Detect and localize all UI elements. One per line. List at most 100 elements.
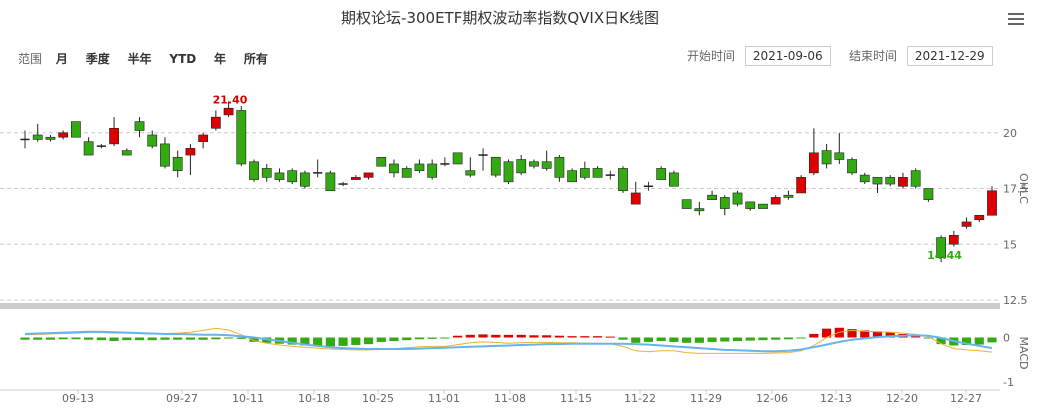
candle-body (389, 163, 399, 174)
candle-body (452, 152, 463, 165)
macd-histogram-bar (414, 337, 425, 340)
candle-body (732, 192, 743, 205)
min-value-label: 14.44 (927, 249, 962, 262)
macd-histogram-bar (796, 337, 806, 339)
x-tick-label: 12-13 (820, 392, 852, 405)
candle-body (401, 168, 412, 178)
macd-dea-line (24, 327, 993, 354)
macd-histogram-bar (287, 337, 297, 345)
range-button-ytd[interactable]: YTD (169, 52, 197, 66)
macd-histogram-bar (694, 337, 704, 343)
x-tick-label: 11-22 (624, 392, 656, 405)
macd-histogram-bar (223, 337, 234, 339)
macd-histogram-bar (173, 337, 183, 340)
candle-body (618, 168, 628, 192)
macd-histogram-bar (71, 337, 81, 340)
menu-icon[interactable] (1008, 13, 1024, 29)
candle-body (656, 168, 667, 180)
candle-body (300, 172, 310, 187)
max-value-label: 21.40 (213, 94, 248, 107)
candle-body (134, 121, 145, 131)
macd-histogram-bar (325, 337, 335, 347)
macd-histogram-bar (45, 337, 56, 340)
candle-body (376, 156, 387, 167)
end-date-label: 结束时间 (849, 49, 898, 63)
macd-tick-label: 0 (1003, 332, 1010, 345)
macd-axis-label: MACD (1017, 337, 1030, 370)
candle-body (261, 168, 272, 178)
macd-histogram-bar (96, 337, 106, 341)
axes: 12.5 15 17.5 20 OHLC -1 0 MACD 21.40 14.44 09-13 09… (0, 94, 1030, 405)
navigator-bar (0, 303, 1000, 309)
macd-histogram-bar (134, 337, 145, 341)
macd-histogram-bar (313, 337, 323, 346)
x-tick-label: 12-20 (886, 392, 918, 405)
macd-histogram-bar (453, 335, 463, 338)
candle-body (745, 201, 756, 209)
macd-histogram-bar (402, 337, 412, 341)
end-date-group: 结束时间 2021-12-29 (849, 46, 993, 66)
macd-histogram-bar (160, 337, 170, 340)
price-tick-label: 15 (1003, 238, 1017, 251)
candle-body (872, 177, 883, 185)
candle-body (936, 237, 946, 258)
candle-body (160, 143, 170, 167)
end-date-input[interactable]: 2021-12-29 (906, 46, 993, 66)
range-button-month[interactable]: 月 (55, 52, 68, 66)
macd-histogram-bar (503, 334, 514, 338)
candle-body (579, 168, 590, 178)
candle-body (592, 168, 603, 178)
macd-histogram-bar (300, 337, 310, 346)
macd-tick-label: -1 (1003, 376, 1014, 389)
candle-body (147, 134, 158, 147)
candle-body (834, 152, 845, 160)
candle-body (236, 110, 247, 165)
macd-histogram-bar (936, 337, 946, 345)
macd-histogram-bar (440, 337, 450, 339)
candle-body (758, 203, 768, 209)
candle-body (885, 177, 896, 185)
candle-body (974, 214, 985, 221)
macd-histogram-bar (961, 337, 972, 346)
range-button-quarter[interactable]: 季度 (85, 52, 110, 66)
x-tick-label: 12-27 (950, 392, 982, 405)
range-button-year[interactable]: 年 (214, 52, 227, 66)
candle-body (45, 136, 56, 140)
candle-body (529, 161, 539, 167)
candle-body (490, 156, 501, 176)
start-date-input[interactable]: 2021-09-06 (744, 46, 831, 66)
candle-body (172, 156, 183, 171)
macd-histogram-bar (682, 337, 692, 343)
macd-histogram-bar (860, 330, 870, 338)
candle-body (58, 132, 69, 138)
macd-histogram-bar (847, 329, 857, 338)
candle-body (681, 199, 692, 209)
x-tick-label: 12-06 (756, 392, 788, 405)
macd-histogram-bar (338, 337, 348, 346)
candle-body (669, 172, 679, 187)
candle-body (910, 170, 921, 187)
macd-histogram-bar (707, 337, 717, 342)
macd-histogram-bar (363, 337, 374, 345)
candle-body (898, 177, 908, 187)
macd-histogram-bar (465, 334, 475, 338)
macd-histogram-bar (491, 334, 501, 338)
candle-body (427, 163, 438, 178)
macd-histogram-bar (20, 337, 30, 340)
range-button-all[interactable]: 所有 (243, 52, 268, 66)
macd-histogram-bar (643, 337, 654, 342)
candle-body (223, 107, 234, 116)
x-tick-label: 10-25 (362, 392, 394, 405)
macd-histogram-bar (872, 331, 883, 338)
macd-histogram-bar (605, 336, 615, 338)
macd-histogram-bar (923, 337, 933, 339)
macd-histogram-bar (122, 337, 132, 341)
candle-body (503, 161, 514, 183)
macd-histogram-bar (822, 328, 832, 338)
candle-body (71, 121, 81, 138)
range-button-half-year[interactable]: 半年 (127, 52, 152, 66)
start-date-label: 开始时间 (687, 49, 736, 63)
macd-histogram-bar (758, 337, 768, 341)
candle-body (567, 170, 577, 183)
